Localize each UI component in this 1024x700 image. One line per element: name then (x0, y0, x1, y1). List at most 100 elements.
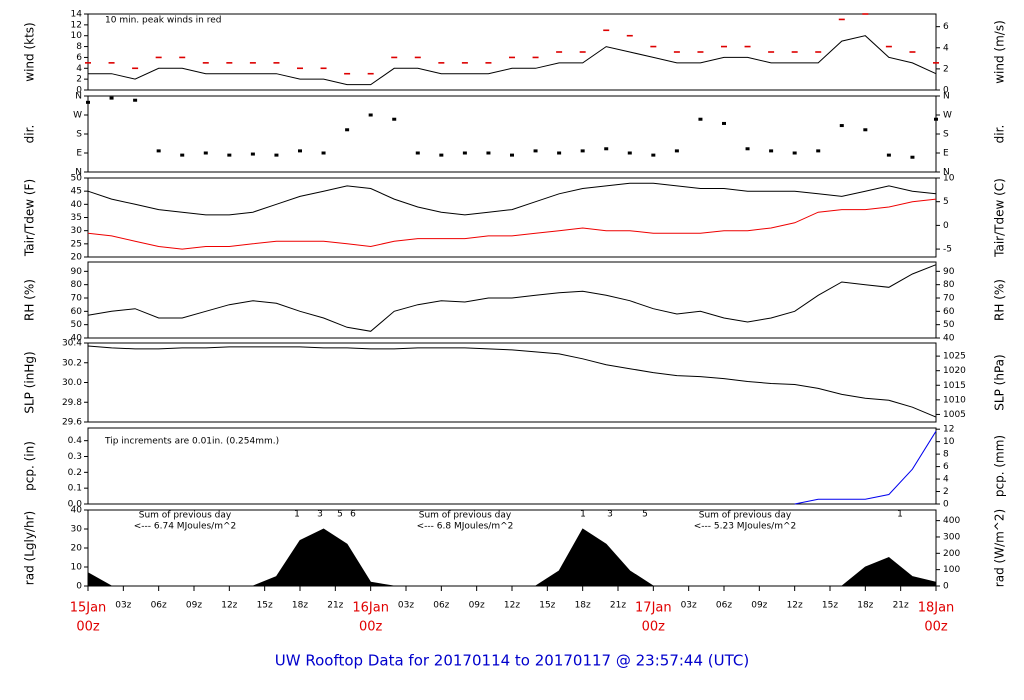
peak-marker (297, 67, 303, 70)
peak-marker (509, 56, 515, 59)
y-tick-label: 50 (71, 320, 83, 330)
y2-tick-label: N (943, 168, 950, 178)
x-day-label: 17Jan (635, 601, 672, 616)
peak-marker (461, 62, 468, 64)
y-axis-label: RH (%) (23, 279, 37, 321)
y-tick-label: 0.0 (68, 500, 83, 510)
point (627, 151, 632, 155)
peak-marker (556, 51, 563, 53)
annotation: <--- 5.23 MJoules/m^2 (694, 522, 796, 532)
peak-marker (650, 45, 657, 48)
point (368, 113, 373, 117)
x-tick-label: 15z (257, 601, 273, 611)
peak-marker (885, 45, 892, 48)
point (321, 151, 326, 155)
y2-tick-label: -5 (943, 245, 952, 255)
point (227, 153, 232, 157)
point (674, 149, 679, 153)
y-axis-label: Tair/Tdew (F) (23, 179, 37, 257)
y2-tick-label: 1005 (943, 410, 966, 420)
peak-marker (391, 56, 398, 59)
point (345, 128, 350, 132)
annotation: 3 (607, 510, 613, 520)
point (180, 153, 185, 157)
peak-marker (202, 62, 209, 64)
y2-tick-label: 6 (943, 462, 949, 472)
peak-marker (721, 45, 727, 48)
y2-axis-label: wind (m/s) (993, 20, 1007, 84)
peak-marker (933, 62, 939, 64)
y2-tick-label: 2 (943, 64, 949, 74)
y2-axis-label: dir. (993, 125, 1007, 144)
y-tick-label: 30.4 (62, 339, 82, 349)
peak-marker (85, 62, 91, 64)
peak-marker (532, 56, 539, 59)
x-day-sublabel: 00z (76, 620, 100, 635)
y-tick-label: N (75, 92, 82, 102)
y-tick-label: 2 (76, 75, 82, 85)
y-tick-label: 12 (71, 20, 82, 30)
x-tick-label: 09z (469, 601, 485, 611)
y-tick-label: 29.6 (62, 418, 82, 428)
peak-marker (815, 51, 822, 53)
x-tick-label: 06z (151, 601, 167, 611)
peak-marker (791, 51, 798, 53)
y-axis-label: dir. (23, 125, 37, 144)
y2-tick-label: 40 (943, 334, 955, 344)
point (133, 98, 138, 102)
point (722, 121, 726, 125)
peak-marker (862, 13, 869, 15)
y-tick-label: 0 (76, 582, 82, 592)
x-tick-label: 21z (610, 601, 626, 611)
annotation: 1 (580, 510, 586, 520)
panel-frame (87, 95, 937, 173)
point (604, 147, 609, 151)
y-tick-label: 45 (71, 187, 82, 197)
y2-tick-label: 4 (943, 475, 949, 485)
peak-marker (367, 72, 374, 75)
y2-tick-label: 10 (943, 437, 955, 447)
peak-marker (838, 18, 845, 21)
y2-tick-label: 0 (943, 86, 949, 96)
y-axis-label: wind (kts) (23, 22, 37, 81)
y2-tick-label: E (943, 149, 949, 159)
x-tick-label: 03z (115, 601, 131, 611)
y2-tick-label: W (943, 111, 952, 121)
y2-axis-label: pcp. (mm) (993, 435, 1007, 497)
x-day-label: 15Jan (70, 601, 107, 616)
point (839, 124, 844, 128)
y2-tick-label: 1010 (943, 395, 966, 405)
x-tick-label: 18z (857, 601, 873, 611)
x-tick-label: 06z (433, 601, 449, 611)
y-tick-label: 10 (71, 563, 83, 573)
y-axis-label: SLP (inHg) (23, 351, 37, 413)
annotation: 10 min. peak winds in red (105, 16, 222, 26)
y-tick-label: 60 (71, 307, 83, 317)
chart-title: UW Rooftop Data for 20170114 to 20170117… (275, 652, 749, 670)
point (816, 149, 821, 153)
y-tick-label: S (76, 130, 82, 140)
point (745, 147, 750, 151)
x-tick-label: 15z (822, 601, 838, 611)
y-axis-label: rad (Lgly/hr) (23, 511, 37, 585)
y-tick-label: W (73, 111, 82, 121)
panel-frame (87, 261, 937, 339)
point (886, 153, 891, 157)
x-tick-label: 09z (751, 601, 767, 611)
y-tick-label: 35 (71, 213, 82, 223)
point (510, 153, 514, 157)
y2-tick-label: 6 (943, 22, 949, 32)
y2-tick-label: 10 (943, 174, 955, 184)
y2-axis-label: Tair/Tdew (C) (993, 178, 1007, 258)
point (863, 128, 868, 132)
annotation: 5 (642, 510, 648, 520)
point (203, 151, 208, 155)
y-tick-label: 0.3 (68, 452, 82, 462)
y2-tick-label: 100 (943, 565, 960, 575)
point (557, 151, 562, 155)
x-tick-label: 12z (787, 601, 803, 611)
x-day-sublabel: 00z (642, 620, 666, 635)
peak-marker (344, 72, 351, 75)
y2-axis-label: rad (W/m^2) (993, 509, 1007, 587)
